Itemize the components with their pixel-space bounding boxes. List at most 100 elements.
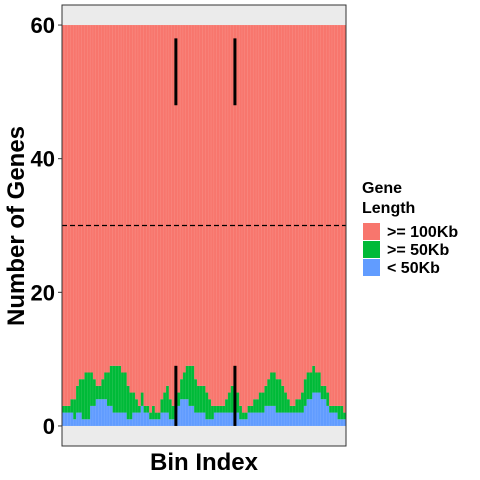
- bar-100kb: [166, 25, 170, 386]
- bar-50kb: [98, 385, 102, 400]
- bar-50kb: [320, 385, 324, 400]
- bar-100kb: [112, 25, 116, 366]
- bar-lt50kb: [289, 412, 293, 426]
- bar-100kb: [272, 25, 277, 373]
- bar-lt50kb: [67, 412, 71, 426]
- bar-lt50kb: [154, 419, 158, 426]
- bar-50kb: [64, 405, 68, 413]
- bar-100kb: [247, 25, 251, 406]
- bar-50kb: [340, 405, 344, 420]
- bar-lt50kb: [227, 412, 232, 426]
- bar-50kb: [135, 399, 139, 413]
- bar-lt50kb: [340, 419, 344, 426]
- bar-100kb: [312, 25, 316, 366]
- bar-lt50kb: [163, 412, 167, 426]
- bar-100kb: [340, 25, 344, 406]
- bar-lt50kb: [306, 399, 310, 426]
- bar-50kb: [95, 385, 99, 400]
- bar-lt50kb: [236, 412, 240, 426]
- bar-100kb: [284, 25, 288, 393]
- bar-100kb: [98, 25, 102, 386]
- bar-lt50kb: [157, 419, 161, 426]
- bar-50kb: [309, 372, 313, 400]
- bar-50kb: [222, 405, 226, 413]
- y-tick-label: 20: [31, 280, 55, 305]
- y-axis: 0 20 40 60: [31, 13, 62, 439]
- bar-50kb: [168, 399, 172, 420]
- bar-lt50kb: [78, 412, 82, 426]
- bar-50kb: [140, 392, 144, 406]
- bar-100kb: [106, 25, 111, 373]
- bar-50kb: [104, 372, 108, 400]
- bar-lt50kb: [225, 412, 229, 426]
- bar-lt50kb: [87, 419, 91, 426]
- bar-50kb: [180, 379, 184, 400]
- y-tick-label: 40: [31, 147, 55, 172]
- bar-100kb: [211, 25, 215, 406]
- bar-lt50kb: [261, 412, 265, 426]
- bar-100kb: [286, 25, 291, 400]
- bar-50kb: [295, 399, 299, 413]
- bar-100kb: [256, 25, 260, 400]
- bar-100kb: [222, 25, 226, 406]
- bar-100kb: [199, 25, 203, 386]
- bar-lt50kb: [334, 412, 338, 426]
- bar-50kb: [84, 372, 88, 420]
- bar-50kb: [270, 372, 274, 406]
- bar-lt50kb: [213, 412, 217, 426]
- bar-lt50kb: [244, 419, 248, 426]
- bar-50kb: [331, 405, 336, 413]
- bar-100kb: [343, 25, 347, 413]
- bar-50kb: [225, 399, 229, 413]
- bar-lt50kb: [171, 419, 175, 426]
- bar-100kb: [225, 25, 229, 400]
- bar-50kb: [81, 379, 85, 420]
- bar-lt50kb: [196, 412, 201, 426]
- bar-50kb: [298, 399, 302, 413]
- bar-100kb: [334, 25, 338, 406]
- bar-100kb: [177, 25, 181, 393]
- bar-100kb: [123, 25, 127, 373]
- bar-lt50kb: [180, 399, 184, 426]
- bar-50kb: [239, 405, 243, 420]
- bar-lt50kb: [216, 412, 220, 426]
- bar-100kb: [306, 25, 310, 373]
- bar-100kb: [188, 25, 192, 366]
- x-axis-title: Bin Index: [150, 449, 259, 476]
- bar-lt50kb: [62, 412, 66, 426]
- bar-lt50kb: [121, 412, 125, 426]
- bar-lt50kb: [112, 412, 116, 426]
- bar-lt50kb: [211, 419, 215, 426]
- bar-lt50kb: [64, 412, 68, 426]
- bar-100kb: [317, 25, 321, 373]
- bar-lt50kb: [284, 412, 288, 426]
- bar-100kb: [267, 25, 271, 380]
- bar-100kb: [168, 25, 172, 400]
- bar-50kb: [303, 379, 307, 406]
- legend-key-lt50kb: [363, 259, 380, 276]
- bar-100kb: [163, 25, 167, 393]
- bar-50kb: [323, 385, 327, 400]
- bar-lt50kb: [143, 412, 147, 426]
- bar-50kb: [278, 379, 282, 413]
- bar-50kb: [137, 405, 142, 413]
- legend: Gene Length >= 100Kb >= 50Kb < 50Kb: [362, 180, 458, 277]
- bar-50kb: [188, 365, 192, 406]
- bar-100kb: [331, 25, 336, 406]
- legend-label-100kb: >= 100Kb: [387, 224, 458, 241]
- bar-50kb: [199, 385, 203, 413]
- bar-lt50kb: [76, 412, 80, 426]
- bar-lt50kb: [194, 412, 198, 426]
- bar-lt50kb: [241, 419, 246, 426]
- bar-lt50kb: [137, 412, 142, 426]
- bar-100kb: [135, 25, 139, 400]
- bar-100kb: [90, 25, 94, 373]
- legend-label-lt50kb: < 50Kb: [387, 260, 440, 277]
- bar-100kb: [261, 25, 265, 393]
- bar-100kb: [258, 25, 262, 393]
- plot-border: [61, 4, 347, 447]
- bar-50kb: [182, 372, 187, 400]
- bar-lt50kb: [258, 412, 262, 426]
- bar-lt50kb: [303, 405, 307, 426]
- bar-lt50kb: [160, 412, 164, 426]
